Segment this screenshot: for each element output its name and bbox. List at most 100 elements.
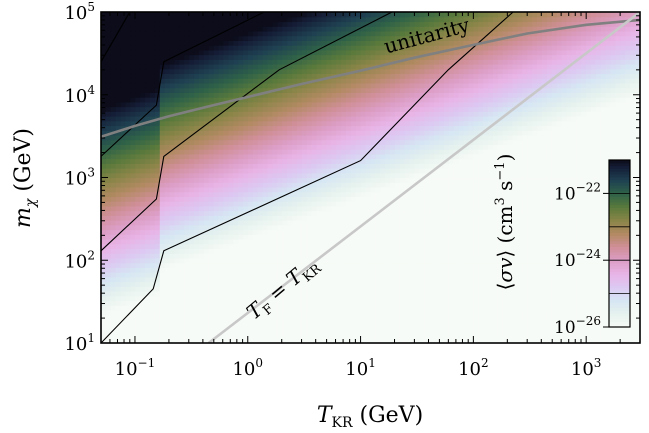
- heatmap-cell: [424, 78, 430, 84]
- heatmap-cell: [365, 281, 372, 287]
- heatmap-cell: [252, 196, 259, 202]
- heatmap-cell: [218, 191, 225, 198]
- heatmap-cell: [125, 300, 131, 306]
- heatmap-cell: [301, 30, 308, 37]
- heatmap-cell: [208, 111, 215, 117]
- heatmap-cell: [203, 305, 210, 311]
- heatmap-cell: [404, 295, 411, 302]
- heatmap-cell: [424, 324, 430, 330]
- heatmap-cell: [159, 40, 166, 46]
- heatmap-cell: [120, 272, 127, 278]
- heatmap-cell: [184, 234, 190, 240]
- heatmap-cell: [164, 210, 171, 216]
- heatmap-cell: [424, 191, 430, 198]
- heatmap-cell: [272, 134, 278, 141]
- heatmap-cell: [419, 134, 425, 141]
- heatmap-cell: [404, 153, 411, 160]
- heatmap-cell: [110, 191, 117, 198]
- heatmap-cell: [444, 130, 450, 136]
- heatmap-cell: [238, 139, 244, 145]
- heatmap-cell: [277, 319, 283, 325]
- heatmap-cell: [287, 92, 293, 98]
- heatmap-cell: [272, 40, 278, 46]
- heatmap-cell: [208, 290, 215, 297]
- heatmap-cell: [434, 172, 440, 179]
- heatmap-cell: [409, 172, 416, 179]
- heatmap-cell: [174, 177, 180, 183]
- heatmap-cell: [218, 305, 225, 311]
- heatmap-cell: [404, 276, 411, 283]
- heatmap-cell: [360, 295, 367, 302]
- heatmap-cell: [213, 21, 220, 27]
- heatmap-cell: [267, 54, 274, 60]
- heatmap-cell: [424, 276, 430, 283]
- heatmap-cell: [370, 324, 376, 330]
- heatmap-cell: [439, 139, 445, 145]
- heatmap-cell: [399, 172, 406, 179]
- heatmap-cell: [135, 30, 141, 37]
- heatmap-cell: [130, 234, 136, 240]
- heatmap-cell: [159, 333, 166, 339]
- heatmap-cell: [277, 229, 283, 235]
- heatmap-cell: [409, 16, 416, 23]
- heatmap-cell: [326, 35, 332, 41]
- heatmap-cell: [130, 163, 136, 169]
- heatmap-cell: [135, 276, 141, 283]
- heatmap-cell: [145, 191, 151, 198]
- heatmap-cell: [257, 40, 264, 46]
- heatmap-cell: [194, 82, 200, 89]
- heatmap-cell: [194, 59, 200, 65]
- heatmap-cell: [272, 295, 278, 302]
- heatmap-cell: [301, 45, 308, 51]
- heatmap-cell: [125, 134, 131, 141]
- heatmap-cell: [208, 281, 215, 287]
- heatmap-cell: [238, 120, 244, 127]
- heatmap-cell: [370, 134, 376, 141]
- heatmap-cell: [399, 220, 406, 226]
- heatmap-cell: [150, 45, 156, 51]
- heatmap-cell: [199, 12, 205, 18]
- heatmap-cell: [360, 68, 367, 75]
- heatmap-cell: [110, 253, 117, 259]
- heatmap-cell: [390, 92, 396, 98]
- heatmap-cell: [101, 295, 107, 302]
- heatmap-cell: [159, 229, 166, 235]
- heatmap-cell: [154, 300, 161, 306]
- heatmap-cell: [292, 248, 298, 254]
- heatmap-cell: [448, 295, 455, 302]
- heatmap-cell: [375, 328, 381, 335]
- heatmap-cell: [125, 224, 131, 231]
- heatmap-cell: [233, 328, 239, 335]
- heatmap-cell: [238, 300, 244, 306]
- heatmap-cell: [375, 314, 381, 320]
- heatmap-cell: [130, 328, 136, 335]
- heatmap-cell: [257, 54, 264, 60]
- heatmap-cell: [184, 40, 190, 46]
- heatmap-cell: [321, 177, 327, 183]
- heatmap-cell: [179, 186, 185, 193]
- heatmap-cell: [316, 305, 323, 311]
- heatmap-cell: [208, 224, 215, 231]
- heatmap-cell: [243, 290, 249, 297]
- heatmap-cell: [174, 45, 180, 51]
- heatmap-cell: [360, 319, 367, 325]
- heatmap-cell: [105, 290, 112, 297]
- heatmap-cell: [135, 158, 141, 164]
- heatmap-cell: [110, 35, 117, 41]
- heatmap-cell: [336, 35, 342, 41]
- heatmap-cell: [311, 59, 318, 65]
- heatmap-cell: [272, 229, 278, 235]
- heatmap-cell: [130, 130, 136, 136]
- heatmap-cell: [301, 314, 308, 320]
- heatmap-cell: [164, 116, 171, 122]
- heatmap-cell: [419, 295, 425, 302]
- heatmap-cell: [282, 134, 288, 141]
- heatmap-cell: [257, 220, 264, 226]
- heatmap-cell: [355, 182, 362, 188]
- heatmap-cell: [444, 324, 450, 330]
- heatmap-cell: [105, 12, 112, 18]
- heatmap-cell: [135, 186, 141, 193]
- heatmap-cell: [380, 59, 386, 65]
- heatmap-cell: [140, 87, 146, 93]
- heatmap-cell: [321, 314, 327, 320]
